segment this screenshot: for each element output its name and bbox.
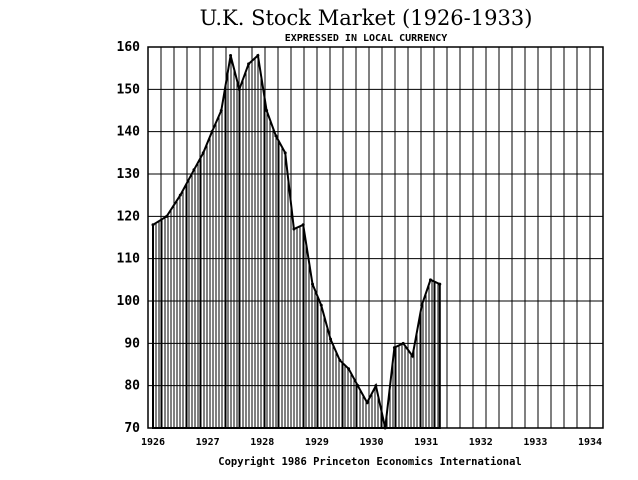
- y-tick-label: 160: [117, 40, 141, 55]
- data-point: [274, 134, 278, 138]
- y-axis-ticks: 160 150 140 130 120 110 100 90 80 70: [117, 40, 141, 436]
- x-tick-label: 1929: [305, 437, 329, 448]
- data-point: [392, 346, 396, 350]
- y-tick-label: 100: [117, 294, 141, 309]
- data-point: [256, 53, 260, 57]
- data-points: [151, 53, 442, 430]
- x-tick-label: 1932: [469, 437, 493, 448]
- y-tick-label: 140: [117, 125, 141, 140]
- data-point: [438, 282, 442, 286]
- data-point: [201, 151, 205, 155]
- y-tick-label: 110: [117, 252, 141, 267]
- data-point: [428, 278, 432, 282]
- data-point: [401, 341, 405, 345]
- chart-footer: Copyright 1986 Princeton Economics Inter…: [218, 456, 521, 468]
- x-tick-label: 1926: [141, 437, 165, 448]
- data-point: [165, 214, 169, 218]
- y-tick-label: 120: [117, 209, 141, 224]
- area-fill: [152, 56, 439, 428]
- data-point: [247, 62, 251, 66]
- data-point: [265, 109, 269, 112]
- data-point: [283, 151, 287, 155]
- data-point: [420, 303, 424, 307]
- data-point: [192, 168, 196, 172]
- x-axis-ticks: 1926 1927 1928 1929 1930 1931 1932 1933 1934: [141, 437, 602, 448]
- data-point: [311, 282, 315, 286]
- data-point: [329, 337, 333, 341]
- y-tick-label: 90: [124, 336, 140, 351]
- chart-title: U.K. Stock Market (1926-1933): [200, 6, 533, 30]
- data-point: [356, 384, 360, 388]
- x-tick-label: 1931: [414, 437, 438, 448]
- data-point: [374, 384, 378, 388]
- data-point: [178, 193, 182, 197]
- y-tick-label: 150: [117, 82, 141, 97]
- series-line: [152, 53, 441, 429]
- data-point: [219, 109, 223, 112]
- data-point: [347, 367, 351, 371]
- y-tick-label: 130: [117, 167, 141, 182]
- data-point: [229, 53, 233, 57]
- data-point: [338, 358, 342, 362]
- x-tick-label: 1930: [359, 437, 383, 448]
- x-tick-label: 1933: [523, 437, 547, 448]
- data-point: [292, 227, 296, 231]
- data-point: [410, 354, 414, 358]
- x-tick-label: 1934: [578, 437, 602, 448]
- x-tick-label: 1928: [250, 437, 274, 448]
- chart-subtitle: EXPRESSED IN LOCAL CURRENCY: [285, 33, 448, 44]
- data-point: [151, 223, 155, 227]
- x-tick-label: 1927: [196, 437, 220, 448]
- y-tick-label: 70: [124, 421, 140, 436]
- data-point: [319, 303, 323, 307]
- plot-frame: [147, 46, 604, 429]
- y-tick-label: 80: [124, 379, 140, 394]
- data-point: [237, 87, 241, 91]
- data-point: [301, 223, 305, 227]
- data-point: [210, 130, 214, 134]
- data-point: [365, 401, 369, 405]
